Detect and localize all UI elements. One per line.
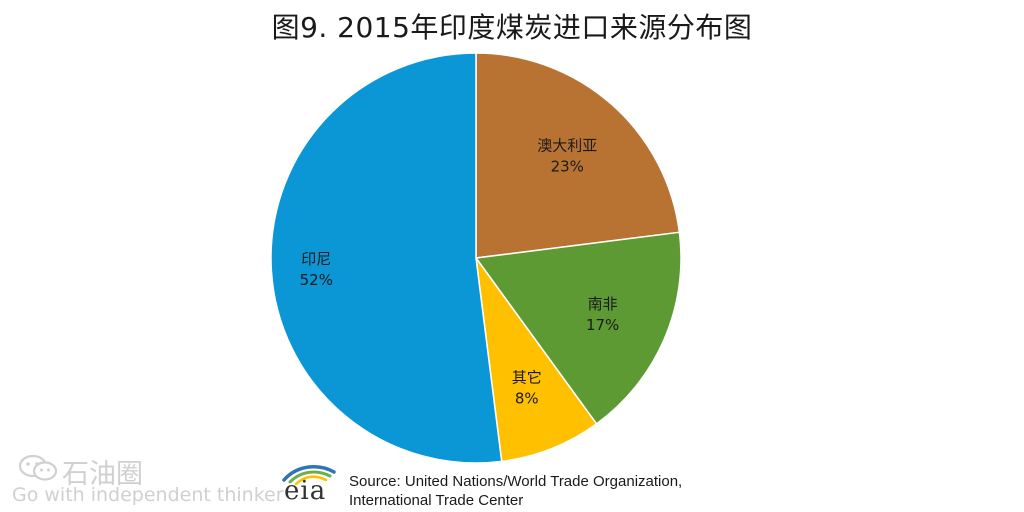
source-note: Source: United Nations/World Trade Organ… — [349, 472, 682, 510]
eia-logo-text: eia — [284, 476, 327, 506]
source-line-2: International Trade Center — [349, 492, 524, 509]
watermark-slogan: Go with independent thinker — [12, 484, 284, 506]
slice-value-label-3: 52% — [300, 271, 333, 289]
slice-label-1: 南非 — [588, 295, 618, 313]
watermark-name: 石油圈 — [62, 459, 143, 490]
source-line-1: Source: United Nations/World Trade Organ… — [349, 473, 683, 490]
slice-label-3: 印尼 — [301, 250, 331, 268]
slice-value-label-0: 23% — [551, 157, 584, 175]
wechat-icon — [18, 454, 58, 481]
eia-swoosh-logo-icon — [282, 465, 336, 486]
slice-value-label-1: 17% — [586, 316, 619, 334]
slice-label-0: 澳大利亚 — [537, 136, 597, 154]
pie-slice-2 — [475, 257, 598, 463]
pie-labels: 澳大利亚 23% 南非 17% 其它 8% 印尼 52% — [300, 136, 620, 407]
watermark: 石油圈 Go with independent thinker — [10, 452, 284, 508]
pie-slice-0 — [475, 52, 681, 259]
slice-label-2: 其它 — [512, 368, 542, 386]
pie-slice-1 — [474, 231, 682, 425]
slice-value-label-2: 8% — [515, 389, 539, 407]
chart-title: 图9. 2015年印度煤炭进口来源分布图 — [271, 11, 753, 44]
pie-slice-3 — [270, 52, 503, 464]
pie-slices — [270, 52, 682, 464]
